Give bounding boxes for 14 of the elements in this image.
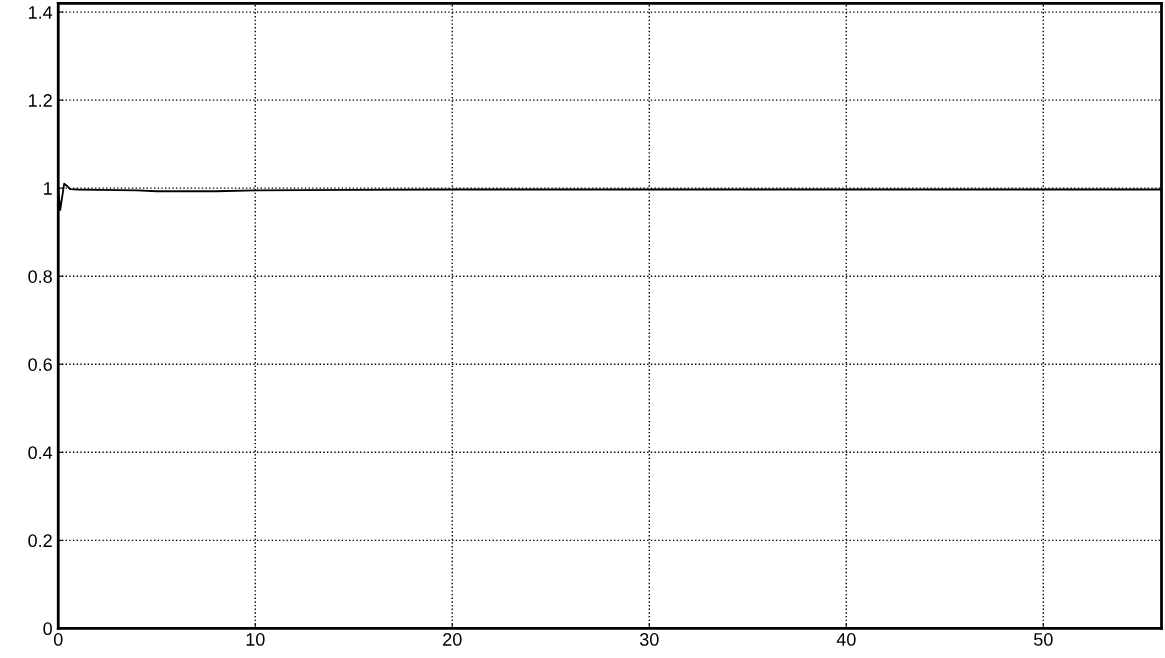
- x-tick-label: 30: [639, 633, 659, 646]
- x-tick-label: 0: [53, 633, 63, 646]
- x-tick-label: 20: [443, 633, 462, 646]
- y-tick-label: 0.2: [28, 534, 52, 548]
- y-tick-label: 1.4: [28, 6, 53, 19]
- x-tick-label: 10: [246, 633, 265, 646]
- y-tick-label: 0.4: [28, 446, 53, 460]
- x-tick-label: 40: [836, 633, 856, 646]
- y-tick-label: 0.6: [28, 358, 52, 371]
- y-tick-label: 1.2: [28, 94, 52, 107]
- y-tick-label: 0: [43, 622, 52, 636]
- y-tick-label: 1: [44, 182, 52, 195]
- x-tick-label: 50: [1033, 633, 1053, 646]
- y-tick-label: 0.8: [28, 270, 52, 283]
